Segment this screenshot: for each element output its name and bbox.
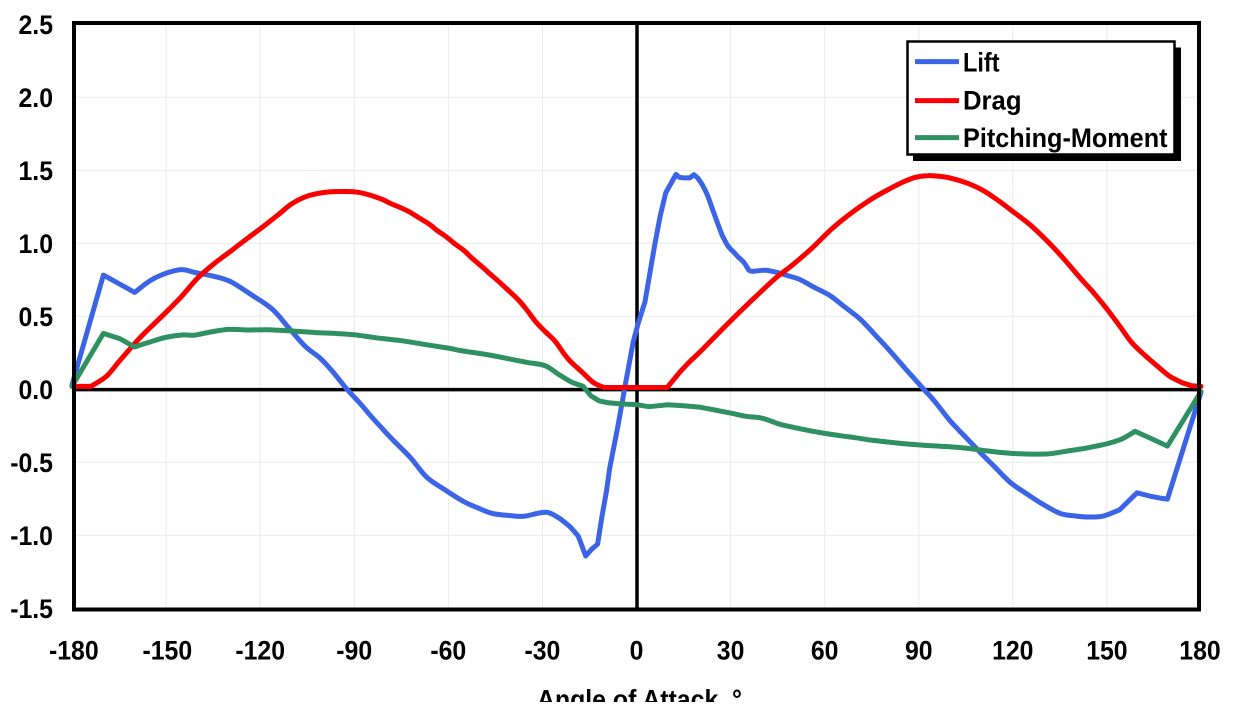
svg-text:Drag: Drag: [963, 85, 1022, 115]
svg-text:0: 0: [630, 635, 644, 665]
svg-text:90: 90: [905, 635, 933, 665]
svg-text:1.5: 1.5: [19, 156, 54, 186]
svg-text:180: 180: [1179, 635, 1220, 665]
svg-text:0.0: 0.0: [19, 375, 54, 405]
svg-text:-120: -120: [235, 635, 285, 665]
svg-text:-180: -180: [49, 635, 99, 665]
svg-text:Pitching-Moment: Pitching-Moment: [963, 123, 1168, 153]
svg-text:60: 60: [811, 635, 839, 665]
svg-text:-150: -150: [142, 635, 192, 665]
svg-text:150: 150: [1086, 635, 1127, 665]
svg-text:-1.0: -1.0: [10, 521, 53, 551]
svg-text:-1.5: -1.5: [10, 594, 53, 624]
svg-text:0.5: 0.5: [19, 302, 54, 332]
svg-text:Angle of Attack, °: Angle of Attack, °: [537, 685, 742, 703]
svg-text:-60: -60: [430, 635, 466, 665]
svg-text:120: 120: [992, 635, 1033, 665]
svg-text:Lift: Lift: [963, 48, 1000, 78]
svg-text:2.0: 2.0: [19, 83, 54, 113]
svg-text:2.5: 2.5: [19, 10, 54, 40]
svg-text:30: 30: [717, 635, 745, 665]
svg-text:1.0: 1.0: [19, 229, 54, 259]
svg-text:-0.5: -0.5: [10, 448, 53, 478]
svg-text:-90: -90: [336, 635, 372, 665]
svg-text:-30: -30: [524, 635, 560, 665]
